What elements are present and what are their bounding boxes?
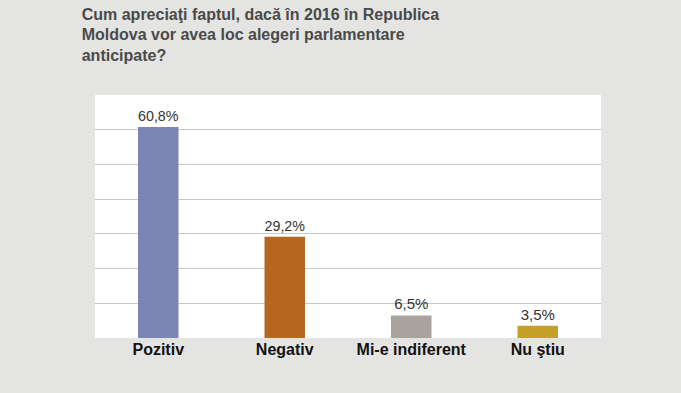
svg-text:3,5%: 3,5%	[521, 306, 555, 323]
svg-text:Nu ştiu: Nu ştiu	[511, 341, 565, 358]
svg-text:Negativ: Negativ	[256, 341, 314, 358]
svg-text:6,5%: 6,5%	[394, 295, 428, 312]
svg-text:60,8%: 60,8%	[138, 108, 179, 124]
svg-text:Cum apreciaţi faptul, dacă în: Cum apreciaţi faptul, dacă în 2016 în Re…	[82, 6, 440, 65]
svg-text:29,2%: 29,2%	[265, 218, 306, 234]
svg-text:Mi-e indiferent: Mi-e indiferent	[357, 341, 467, 358]
svg-text:Pozitiv: Pozitiv	[132, 341, 184, 358]
